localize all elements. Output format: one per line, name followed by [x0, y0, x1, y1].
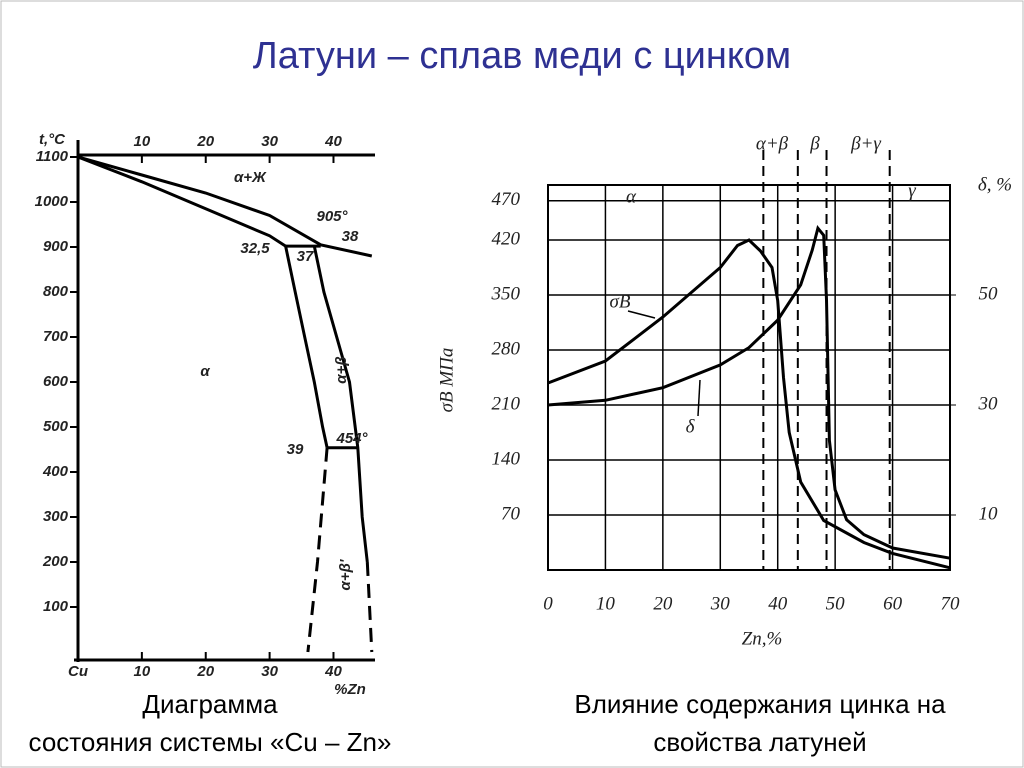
y-tick-label: 140	[492, 448, 521, 469]
y-tick-label: 100	[43, 598, 69, 615]
leader	[627, 310, 656, 319]
annotation: α+Ж	[234, 169, 267, 186]
y-tick-label: 700	[43, 328, 69, 345]
x-tick-label: 20	[196, 663, 214, 680]
x-tick-label: 70	[941, 593, 961, 614]
y-tick-label: 1100	[36, 148, 69, 165]
annotation: α+β	[756, 133, 789, 154]
curve	[312, 245, 369, 563]
plot-frame	[547, 184, 951, 571]
y-tick-label: 800	[43, 283, 69, 300]
y-tick-label: 200	[42, 553, 69, 570]
x-tick-label: 60	[883, 593, 903, 614]
curve	[306, 447, 329, 653]
curve	[284, 245, 329, 449]
y-tick-label: 1000	[35, 193, 69, 210]
annotation: 38	[342, 228, 359, 245]
x-tick-label: 0	[543, 593, 553, 614]
y-tick-label: 70	[501, 503, 521, 524]
y-tick-label: 300	[43, 508, 69, 525]
annotation: α+β'	[337, 559, 354, 590]
axis-label: δ, %	[978, 174, 1012, 195]
leader	[697, 379, 701, 417]
annotation: 37	[297, 248, 314, 265]
x-tick-label: 40	[768, 593, 788, 614]
y-tick-label: 900	[43, 238, 69, 255]
annotation: β	[809, 133, 820, 154]
curve	[77, 155, 373, 258]
axis-label: σВ МПа	[436, 348, 457, 413]
curve	[547, 238, 951, 570]
curve	[77, 155, 287, 248]
axis-label: %Zn	[334, 681, 366, 698]
curve	[547, 224, 951, 560]
annotation: α+β	[333, 356, 350, 383]
x-tick-label: 10	[134, 663, 151, 680]
y-tick-label: 500	[43, 418, 69, 435]
series-label: δ	[686, 416, 696, 437]
caption: Диаграмма состояния системы «Cu – Zn»	[29, 689, 392, 757]
x-tick-label: 30	[261, 663, 278, 680]
y-tick-label: 280	[492, 338, 521, 359]
y-tick-label: 470	[492, 189, 521, 210]
x-tick-label: 10	[134, 133, 151, 150]
x-tick-label: 30	[261, 133, 278, 150]
y-tick-label: 210	[492, 393, 521, 414]
axis-label: Zn,%	[742, 628, 783, 649]
y2-tick-label: 50	[979, 283, 999, 304]
y-tick-label: 420	[492, 228, 521, 249]
x-tick-label: 40	[324, 133, 342, 150]
caption: Влияние содержания цинка на свойства лату…	[574, 689, 946, 757]
annotation: 905°	[316, 208, 348, 225]
annotation: γ	[908, 180, 916, 201]
slide-title: Латуни – сплав меди с цинком	[253, 35, 791, 77]
x-tick-label: 40	[324, 663, 342, 680]
x-tick-label: 10	[596, 593, 616, 614]
y-tick-label: 600	[43, 373, 69, 390]
annotation: 32,5	[240, 240, 270, 257]
annotation: 39	[287, 441, 304, 458]
curve	[365, 561, 374, 653]
annotation: 454°	[335, 430, 368, 447]
series-label: σВ	[610, 291, 631, 312]
x-tick-label: 20	[196, 133, 214, 150]
y2-tick-label: 30	[978, 393, 999, 414]
y2-tick-label: 10	[979, 503, 999, 524]
axis-label: t,°C	[39, 131, 66, 148]
annotation: α	[200, 363, 210, 380]
x-tick-label: 50	[826, 593, 846, 614]
y-tick-label: 350	[491, 283, 521, 304]
x-tick-label: 20	[653, 593, 673, 614]
x-tick-label: Cu	[68, 663, 88, 680]
annotation: α	[626, 186, 637, 207]
y-tick-label: 400	[42, 463, 69, 480]
x-tick-label: 30	[710, 593, 731, 614]
annotation: β+γ	[850, 133, 881, 154]
